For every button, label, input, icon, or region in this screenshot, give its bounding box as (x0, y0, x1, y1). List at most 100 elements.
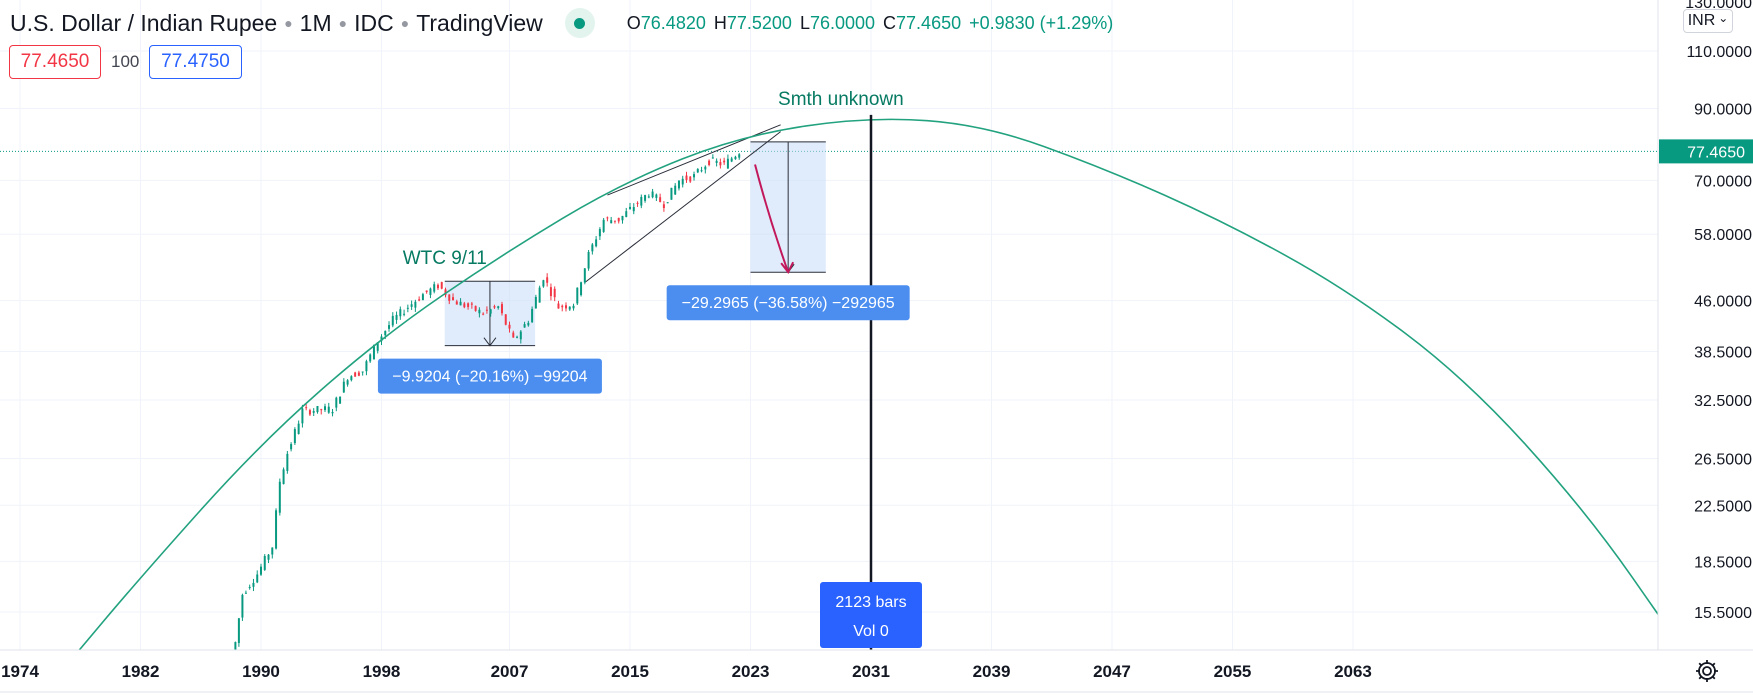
candle-body (704, 166, 707, 170)
candle-body (286, 453, 289, 471)
parabolic-arc (78, 118, 1658, 650)
candle-body (708, 160, 711, 165)
candle-body (467, 303, 470, 307)
wedge-lower-line (584, 131, 781, 283)
candle-body (508, 324, 511, 329)
y-tick-label: 26.5000 (1694, 451, 1752, 468)
candle-body (636, 202, 639, 204)
candle-body (380, 336, 383, 342)
x-tick-label: 2055 (1214, 662, 1252, 681)
candle-body (734, 156, 737, 160)
y-tick-label: 70.0000 (1694, 173, 1752, 190)
currency-selector[interactable]: INR ⌄ (1683, 9, 1733, 33)
y-tick-label: 90.0000 (1694, 101, 1752, 118)
candle-body (275, 510, 278, 549)
candle-body (689, 176, 692, 182)
candle-body (384, 330, 387, 336)
candle-body (418, 299, 421, 301)
candle-body (237, 618, 240, 644)
annotation-label: WTC 9/11 (403, 248, 487, 269)
order-quantity[interactable]: 100 (111, 52, 140, 71)
candle-body (711, 157, 714, 159)
candle-body (474, 305, 477, 311)
candle-body (320, 409, 323, 411)
candle-body (414, 301, 417, 308)
x-tick-label: 2047 (1093, 662, 1131, 681)
candle-body (685, 175, 688, 181)
candle-body (421, 294, 424, 301)
y-tick-label: 38.5000 (1694, 345, 1752, 362)
high-value: 77.5200 (726, 12, 792, 33)
y-tick-label: 22.5000 (1694, 498, 1752, 515)
sell-button[interactable]: 77.4650 (9, 45, 101, 79)
candle-body (662, 204, 665, 209)
candle-body (531, 308, 534, 323)
candle-body (369, 354, 372, 362)
candle-body (406, 307, 409, 309)
candle-body (512, 332, 515, 338)
candle-body (478, 309, 481, 314)
candles (234, 153, 741, 650)
interval-label[interactable]: 1M (299, 9, 332, 36)
candle-body (723, 160, 726, 163)
candle-body (591, 244, 594, 252)
last-price-label: 77.4650 (1687, 144, 1745, 161)
change-value: +0.9830 (+1.29%) (969, 12, 1114, 33)
x-tick-label: 1974 (1, 662, 39, 681)
candle-body (666, 202, 669, 204)
candle-body (640, 196, 643, 206)
plot-area (0, 114, 1658, 650)
y-tick-label: 32.5000 (1694, 393, 1752, 410)
volume-label: Vol 0 (853, 623, 889, 640)
candle-body (335, 397, 338, 408)
x-tick-label: 2031 (852, 662, 890, 681)
candle-body (410, 304, 413, 307)
buy-button[interactable]: 77.4750 (149, 45, 242, 79)
candle-body (252, 582, 255, 587)
candle-body (248, 587, 251, 589)
candle-body (482, 313, 485, 315)
candle-body (436, 284, 439, 289)
gear-icon[interactable] (1693, 657, 1721, 685)
candle-body (316, 406, 319, 413)
candle-body (617, 217, 620, 222)
candle-body (403, 313, 406, 315)
candle-body (693, 174, 696, 178)
candle-body (670, 187, 673, 200)
candle-body (399, 309, 402, 317)
candle-body (429, 288, 432, 295)
currency-label: INR (1687, 12, 1716, 29)
chart-header: U.S. Dollar / Indian Rupee ● 1M ● IDC ● … (10, 8, 1113, 38)
candle-body (602, 219, 605, 232)
x-tick-label: 2015 (611, 662, 649, 681)
candle-body (444, 289, 447, 296)
close-value: 77.4650 (896, 12, 962, 33)
candle-body (308, 410, 311, 415)
candle-body (497, 306, 500, 309)
x-tick-label: 2023 (732, 662, 770, 681)
last-price-tag (1659, 139, 1753, 164)
symbol-name[interactable]: U.S. Dollar / Indian Rupee (10, 9, 278, 36)
candle-body (613, 220, 616, 222)
candle-body (519, 331, 522, 340)
open-value: 76.4820 (640, 12, 706, 33)
candle-body (632, 207, 635, 212)
x-tick-label: 1998 (363, 662, 401, 681)
low-value: 76.0000 (809, 12, 876, 33)
candle-body (372, 344, 375, 360)
bars-count-label: 2123 bars (835, 594, 906, 611)
candle-body (629, 206, 632, 209)
candle-body (553, 288, 556, 298)
candle-body (485, 309, 488, 311)
candle-body (606, 217, 609, 219)
candle-body (647, 196, 650, 198)
candle-body (271, 547, 274, 555)
candle-body (301, 408, 304, 424)
candle-body (361, 371, 364, 373)
candle-body (523, 324, 526, 328)
candle-body (719, 162, 722, 166)
candle-body (516, 336, 519, 338)
projection-arrow (754, 164, 790, 273)
candle-body (598, 229, 601, 237)
